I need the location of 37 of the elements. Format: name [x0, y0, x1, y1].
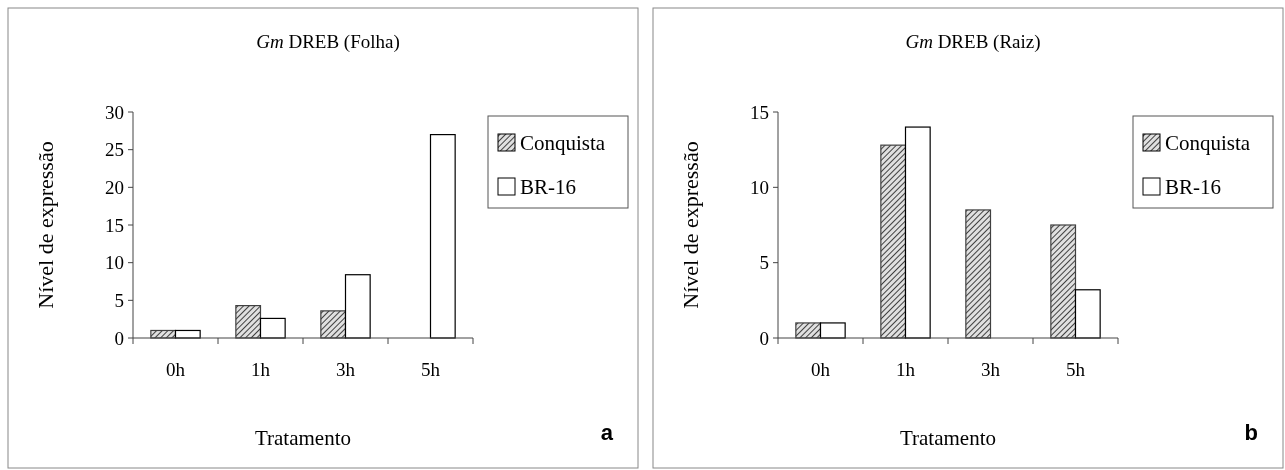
- legend-label: BR-16: [520, 175, 577, 200]
- y-tick-label: 0: [114, 327, 124, 349]
- y-tick-label: 30: [105, 101, 124, 123]
- legend-label: Conquista: [1165, 131, 1251, 156]
- legend-label: Conquista: [520, 131, 606, 156]
- text: b: [1244, 420, 1258, 445]
- y-tick-label: 0: [759, 327, 769, 349]
- bar: [344, 274, 371, 339]
- x-axis-title: Tratamento: [254, 426, 352, 450]
- y-tick-label: 15: [105, 214, 124, 236]
- bar: [429, 134, 456, 339]
- bar: [819, 322, 846, 339]
- x-tick-label: 0h: [811, 359, 831, 380]
- bar: [904, 126, 931, 339]
- text: a: [600, 420, 614, 445]
- x-tick-label: 1h: [251, 359, 271, 380]
- x-tick-label: 1h: [896, 359, 916, 380]
- legend-label: BR-16: [1165, 175, 1222, 200]
- chart-title: Gm DREB (Folha): [256, 31, 400, 53]
- y-tick-label: 5: [759, 252, 769, 274]
- x-tick-label: 5h: [421, 359, 441, 380]
- y-axis-title: Nível de expressão: [678, 141, 703, 309]
- x-tick-label: 0h: [166, 359, 186, 380]
- y-tick-label: 5: [114, 289, 124, 311]
- y-tick-label: 20: [105, 176, 124, 198]
- y-tick-label: 10: [750, 176, 769, 198]
- x-axis-title: Tratamento: [899, 426, 997, 450]
- bar: [1074, 289, 1101, 339]
- y-tick-label: 15: [750, 101, 769, 123]
- x-tick-label: 5h: [1066, 359, 1086, 380]
- chart-title: Gm DREB (Raiz): [905, 31, 1041, 53]
- x-tick-label: 3h: [336, 359, 356, 380]
- bar: [259, 317, 286, 339]
- x-tick-label: 3h: [981, 359, 1001, 380]
- y-tick-label: 25: [105, 139, 124, 161]
- y-axis-title: Nível de expressão: [33, 141, 58, 309]
- y-tick-label: 10: [105, 252, 124, 274]
